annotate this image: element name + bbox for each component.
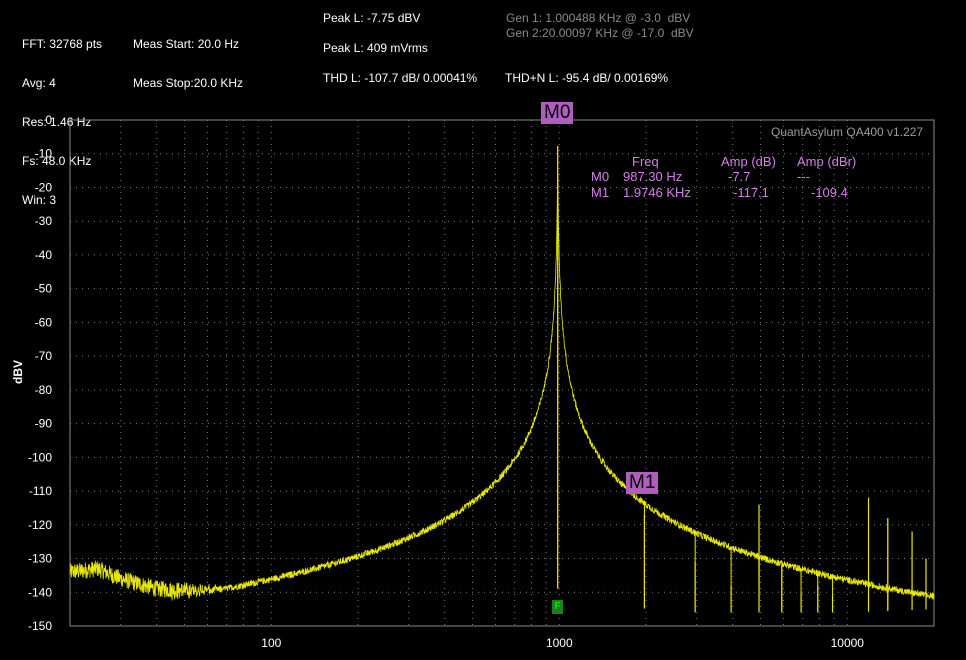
x-tick-label: 100	[261, 636, 281, 650]
thdn-readout: THD+N L: -95.4 dB/ 0.00169%	[505, 71, 669, 85]
y-tick-label: -60	[35, 315, 53, 329]
y-tick-label: 0	[45, 113, 52, 127]
spectrum-trace	[69, 145, 935, 613]
fft-pts: FFT: 32768 pts	[22, 37, 103, 51]
gen1-readout: Gen 1: 1.000488 KHz @ -3.0 dBV	[506, 11, 691, 25]
y-tick-label: -130	[28, 552, 52, 566]
row-m1-amp-dbr: -109.4	[811, 185, 848, 200]
row-m0-amp-dbr: ---	[797, 169, 810, 184]
y-tick-label: -120	[28, 518, 52, 532]
thd-readout: THD L: -107.7 dB/ 0.00041%	[323, 71, 478, 85]
meas-range: Meas Start: 20.0 Hz Meas Stop:20.0 KHz	[133, 12, 243, 103]
y-tick-label: -20	[35, 180, 53, 194]
y-tick-label: -80	[35, 383, 53, 397]
plot-frame	[69, 119, 935, 627]
row-m1-name: M1	[591, 185, 610, 200]
avg: Avg: 4	[22, 76, 56, 90]
x-tick-label: 10000	[831, 636, 865, 650]
row-m1-amp-db: -117.1	[733, 185, 769, 200]
y-tick-label: -140	[28, 585, 52, 599]
resolution: Res: 1.46 Hz	[22, 115, 92, 129]
row-m1-freq: 1.9746 KHz	[623, 185, 691, 200]
y-tick-label: -90	[35, 417, 53, 431]
row-m0-amp-db: -7.7	[728, 169, 751, 184]
y-axis-label: dBV	[11, 360, 25, 384]
col-amp-db-header: Amp (dB)	[721, 154, 776, 169]
row-m0-name: M0	[591, 169, 610, 184]
y-tick-label: -30	[35, 214, 53, 228]
y-tick-label: -150	[28, 619, 52, 633]
peak-vrms: Peak L: 409 mVrms	[323, 41, 428, 55]
y-tick-label: -70	[35, 349, 53, 363]
meas-stop: Meas Stop:20.0 KHz	[133, 76, 244, 90]
y-tick-label: -40	[35, 248, 53, 262]
marker-m1[interactable]: M1	[626, 472, 659, 494]
marker-m0[interactable]: M0	[541, 102, 574, 124]
col-freq-header: Freq	[632, 154, 659, 169]
y-tick-label: -110	[29, 484, 52, 498]
window: Win: 3	[22, 193, 57, 207]
x-tick-label: 1000	[546, 636, 573, 650]
fft-info: FFT: 32768 pts Avg: 4 Res: 1.46 Hz Fs: 4…	[22, 12, 102, 220]
meas-start: Meas Start: 20.0 Hz	[133, 37, 240, 51]
row-m0-freq: 987.30 Hz	[623, 169, 683, 184]
gen2-readout: Gen 2:20.00097 KHz @ -17.0 dBV	[506, 26, 694, 40]
fundamental-marker: F	[552, 600, 563, 614]
col-amp-dbr-header: Amp (dBr)	[797, 154, 857, 169]
sample-rate: Fs: 48.0 KHz	[22, 154, 92, 168]
y-tick-label: -10	[35, 147, 53, 161]
y-tick-label: -100	[28, 450, 52, 464]
brand-label: QuantAsylum QA400 v1.227	[771, 125, 924, 139]
y-tick-label: -50	[35, 282, 53, 296]
peak-dbv: Peak L: -7.75 dBV	[323, 11, 421, 25]
